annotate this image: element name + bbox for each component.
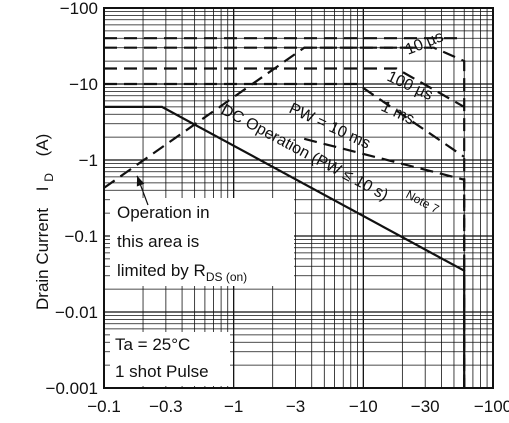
y-tick-label: −0.1: [64, 227, 98, 246]
y-tick-label: −100: [60, 0, 98, 18]
x-tick-label: −3: [286, 397, 305, 416]
rds-subscript: DS (on): [206, 270, 247, 284]
condition-pulse: 1 shot Pulse: [115, 362, 209, 381]
grid: [103, 8, 493, 389]
y-tick-label: −0.001: [46, 379, 98, 398]
y-tick-label: −1: [79, 151, 98, 170]
x-tick-label: −1: [224, 397, 243, 416]
y-tick-label: −10: [69, 75, 98, 94]
y-tick-label: −0.01: [55, 303, 98, 322]
x-tick-label: −100: [474, 397, 509, 416]
x-tick-label: −30: [411, 397, 440, 416]
series-line-1: [303, 137, 466, 388]
rds-line-2: this area is: [117, 232, 199, 251]
tick-labels: −0.1 −0.3 −1 −3 −10 −30 −100 −100 −10 −1 −0.1 −0.01…: [46, 0, 509, 416]
y-axis-symbol: I: [33, 186, 52, 191]
y-axis-symbol-sub: D: [42, 173, 56, 182]
conditions-annotation: Ta = 25°C 1 shot Pulse: [110, 332, 230, 386]
rds-arrowhead: [136, 175, 145, 187]
series-line-6: [103, 46, 415, 189]
series-line-4: [104, 46, 466, 388]
label-note: Note 7: [404, 187, 442, 216]
label-10us: 10 µs: [403, 28, 446, 59]
condition-ta: Ta = 25°C: [115, 335, 190, 354]
x-tick-label: −0.1: [87, 397, 121, 416]
x-tick-label: −10: [349, 397, 378, 416]
rds-line-3-text: limited by R: [117, 261, 206, 280]
rds-line-1: Operation in: [117, 203, 210, 222]
curves: [103, 37, 466, 388]
series-line-2: [104, 82, 465, 158]
curve-labels: 10 µs 100 µs 1 ms PW = 10 ms DC Operatio…: [218, 28, 446, 216]
y-axis-unit: (A): [33, 134, 52, 157]
rds-limit-annotation: Operation in this area is limited by RDS…: [110, 175, 294, 286]
conditions-backdrop: [110, 332, 230, 386]
y-axis-label: Drain Current I D (A): [33, 134, 57, 310]
rds-line-3: limited by RDS (on): [117, 261, 247, 284]
series-line-3: [104, 67, 465, 108]
plot-frame: [103, 7, 494, 389]
y-axis-quantity: Drain Current: [33, 208, 52, 310]
label-100us: 100 µs: [384, 68, 435, 104]
rds-text-backdrop: [110, 198, 294, 286]
x-tick-label: −0.3: [149, 397, 183, 416]
